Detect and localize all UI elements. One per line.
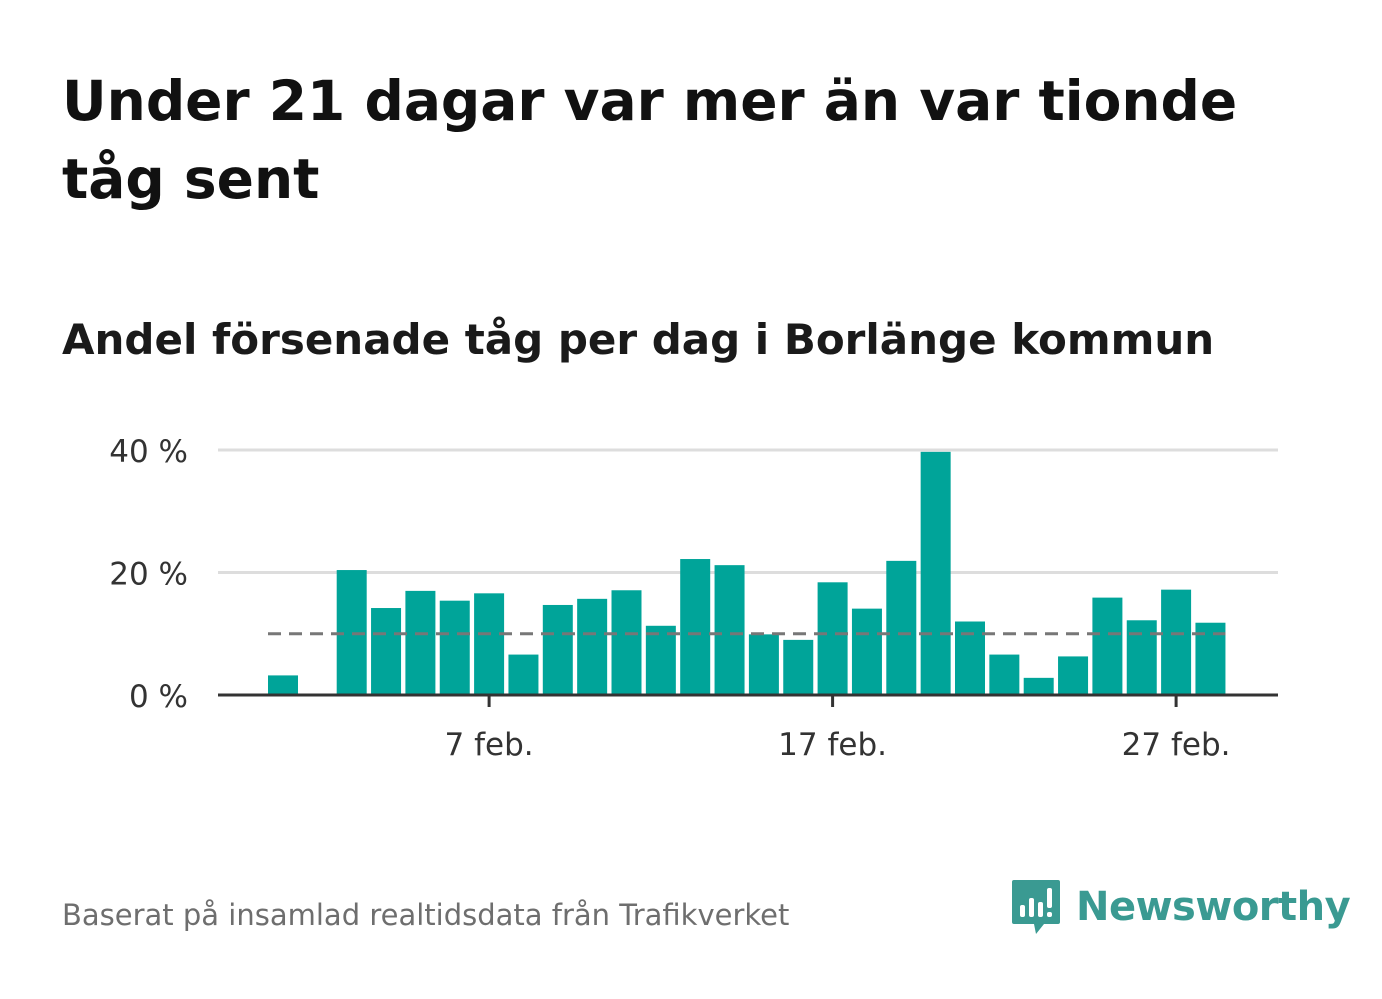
bar xyxy=(474,593,505,695)
bar xyxy=(1023,677,1054,695)
bar xyxy=(989,654,1020,695)
bar xyxy=(714,565,745,695)
bar xyxy=(1092,597,1123,695)
bar xyxy=(851,608,882,695)
bar xyxy=(817,582,848,695)
bar xyxy=(542,604,573,695)
bar xyxy=(577,598,608,695)
bar xyxy=(920,451,951,695)
bar xyxy=(748,634,779,695)
brand-name: Newsworthy xyxy=(1076,884,1351,930)
bar xyxy=(680,559,711,695)
bar xyxy=(645,625,676,695)
bar xyxy=(783,639,814,695)
x-tick-label: 17 feb. xyxy=(778,727,887,763)
y-tick-label: 40 % xyxy=(109,434,188,470)
x-tick-label: 27 feb. xyxy=(1122,727,1231,763)
bar xyxy=(1161,589,1192,695)
bar xyxy=(1126,620,1157,695)
bar xyxy=(439,600,470,695)
source-note: Baserat på insamlad realtidsdata från Tr… xyxy=(62,898,790,932)
y-tick-label: 20 % xyxy=(109,557,188,593)
bar-chart: 0 % 20 % 40 % 7 feb. 17 feb. 27 feb. xyxy=(109,434,1278,763)
bar xyxy=(371,608,402,695)
x-tick-label: 7 feb. xyxy=(445,727,534,763)
bar xyxy=(611,590,642,695)
newsworthy-logo-icon xyxy=(1012,880,1060,934)
y-tick-label: 0 % xyxy=(129,679,188,715)
chart-title: Under 21 dagar var mer än var tionde tåg… xyxy=(62,69,1238,211)
bar xyxy=(1058,656,1089,695)
bar xyxy=(405,590,436,695)
chart-subtitle: Andel försenade tåg per dag i Borlänge k… xyxy=(62,315,1215,364)
bar xyxy=(508,654,539,695)
bar xyxy=(268,675,298,695)
bar xyxy=(886,560,917,695)
newsworthy-logo: Newsworthy xyxy=(1010,878,1351,936)
